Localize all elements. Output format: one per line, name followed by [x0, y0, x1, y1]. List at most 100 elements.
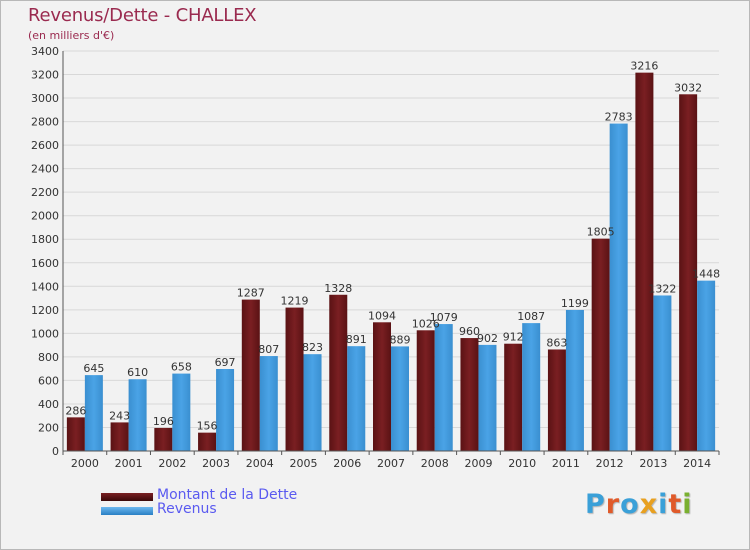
bar-revenus: [128, 379, 147, 451]
data-label-dette: 3216: [630, 60, 658, 73]
bar-revenus: [172, 373, 191, 451]
data-label-revenus: 697: [215, 356, 236, 369]
x-tick-label: 2001: [115, 457, 143, 470]
bar-revenus: [216, 369, 235, 451]
data-label-revenus: 823: [302, 341, 323, 354]
bar-revenus: [522, 323, 541, 451]
bar-dette: [460, 338, 479, 451]
bar-revenus: [609, 123, 628, 452]
y-tick-label: 1200: [31, 304, 59, 317]
bar-dette: [373, 322, 391, 451]
logo-letter: i: [658, 489, 669, 520]
data-label-dette: 196: [153, 415, 174, 428]
legend-swatch-revenus: [101, 507, 153, 515]
data-label-revenus: 658: [171, 361, 192, 374]
data-label-dette: 1026: [412, 317, 440, 330]
x-tick-label: 2002: [158, 457, 186, 470]
data-label-revenus: 1087: [517, 310, 545, 323]
data-label-revenus: 1322: [648, 282, 676, 295]
x-tick-label: 2009: [464, 457, 492, 470]
bar-dette: [329, 294, 348, 451]
chart-subtitle: (en milliers d'€): [28, 29, 115, 42]
data-label-revenus: 645: [83, 362, 104, 375]
y-tick-label: 3000: [31, 92, 59, 105]
bar-dette: [110, 422, 129, 451]
bar-dette: [591, 238, 610, 451]
x-tick-label: 2000: [71, 457, 99, 470]
data-label-dette: 1094: [368, 309, 396, 322]
bar-revenus: [84, 375, 103, 451]
bar-revenus: [434, 324, 453, 451]
y-tick-label: 1000: [31, 327, 59, 340]
x-tick-label: 2011: [552, 457, 580, 470]
bar-dette: [154, 427, 173, 451]
data-label-dette: 243: [109, 409, 130, 422]
data-label-revenus: 1448: [692, 268, 720, 281]
data-label-dette: 863: [546, 336, 567, 349]
y-tick-label: 3400: [31, 45, 59, 58]
bar-dette: [635, 72, 654, 451]
data-label-dette: 286: [65, 404, 86, 417]
y-tick-label: 1800: [31, 233, 59, 246]
data-label-revenus: 610: [127, 366, 148, 379]
chart-title: Revenus/Dette - CHALLEX: [28, 5, 257, 26]
bar-dette: [679, 94, 698, 451]
data-label-revenus: 902: [477, 332, 498, 345]
data-labels: 286 645 243 610 196 658 156 697 1287 807 1219 823 13…: [65, 60, 720, 433]
x-tick-label: 2007: [377, 457, 405, 470]
logo-letter: t: [668, 489, 683, 520]
y-tick-label: 2000: [31, 210, 59, 223]
x-tick-label: 2010: [508, 457, 536, 470]
logo-letter: P: [585, 489, 606, 520]
bar-revenus: [653, 295, 672, 451]
data-label-dette: 1328: [324, 282, 352, 295]
bar-dette: [416, 330, 435, 451]
data-label-revenus: 889: [390, 333, 411, 346]
bar-revenus: [565, 309, 584, 451]
data-label-dette: 912: [503, 331, 524, 344]
y-tick-label: 3200: [31, 69, 59, 82]
data-label-revenus: 1079: [430, 311, 458, 324]
y-tick-label: 2400: [31, 163, 59, 176]
logo-letter: o: [620, 489, 640, 520]
bar-dette: [66, 417, 85, 451]
bar-revenus: [391, 346, 409, 451]
data-label-dette: 1287: [237, 287, 265, 300]
bar-revenus: [303, 354, 322, 451]
bar-dette: [504, 343, 523, 451]
y-tick-label: 2200: [31, 186, 59, 199]
bar-revenus: [478, 344, 497, 451]
bar-dette: [198, 432, 217, 451]
bar-dette: [285, 307, 304, 451]
x-tick-label: 2008: [421, 457, 449, 470]
legend-swatch-dette: [101, 493, 153, 501]
x-tick-label: 2014: [683, 457, 711, 470]
bar-dette: [547, 349, 566, 451]
y-tick-label: 800: [38, 351, 59, 364]
axes: [62, 51, 719, 452]
legend-label-revenus: Revenus: [157, 501, 217, 517]
y-tick-label: 0: [52, 445, 59, 458]
x-axis-ticks: 2000 2001 2002 2003 2004 2005 2006 2007 2008 2009…: [62, 451, 720, 470]
data-label-dette: 3032: [674, 81, 702, 94]
logo-letter: x: [639, 489, 659, 520]
logo-letter: r: [605, 489, 621, 520]
x-tick-label: 2004: [246, 457, 274, 470]
bars: [66, 72, 716, 452]
y-tick-label: 2600: [31, 139, 59, 152]
logo-letter: i: [682, 489, 693, 520]
data-label-revenus: 1199: [561, 297, 589, 310]
data-label-revenus: 807: [258, 343, 279, 356]
y-tick-label: 2800: [31, 116, 59, 129]
y-tick-label: 600: [38, 374, 59, 387]
data-label-dette: 1219: [281, 295, 309, 308]
data-label-dette: 960: [459, 325, 480, 338]
bar-dette: [241, 299, 260, 451]
data-label-revenus: 891: [346, 333, 367, 346]
bar-revenus: [259, 356, 278, 451]
data-label-dette: 156: [197, 420, 218, 433]
y-axis-ticks: 0 200 400 600 800 1000 1200 1400 1600 1800 2000 220…: [31, 45, 59, 458]
legend-label-dette: Montant de la Dette: [157, 487, 298, 503]
